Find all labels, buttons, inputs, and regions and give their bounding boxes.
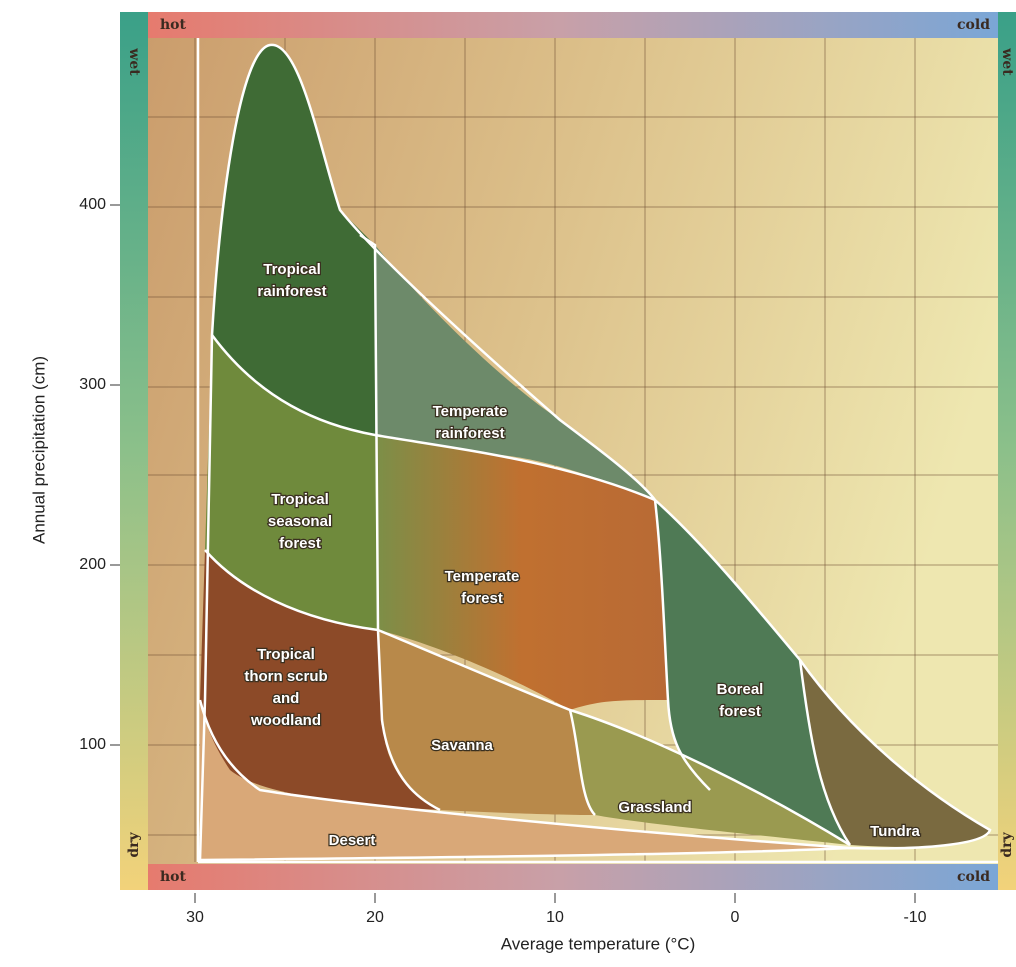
biome-label: Temperate [445, 568, 520, 585]
corner-label: cold [957, 17, 990, 33]
biome-label: rainforest [435, 425, 504, 442]
x-axis-label: Average temperature (°C) [501, 934, 696, 953]
temperature-bar-bottom [120, 864, 1000, 890]
x-tick-label: 30 [186, 909, 204, 926]
y-tick-label: 100 [79, 736, 106, 753]
corner-label: wet [126, 47, 142, 76]
biome-label: forest [719, 703, 761, 720]
biome-label: thorn scrub [244, 668, 327, 685]
y-tick-label: 300 [79, 376, 106, 393]
x-tick-label: 20 [366, 909, 384, 926]
biome-label: Boreal [717, 681, 764, 698]
y-tick-label: 400 [79, 196, 106, 213]
biome-label: Tundra [870, 823, 920, 840]
corner-label: wet [999, 47, 1015, 76]
biome-label: forest [461, 590, 503, 607]
y-tick-label: 200 [79, 556, 106, 573]
biome-label: woodland [250, 712, 321, 729]
biome-label: and [273, 690, 300, 707]
biome-regions [200, 44, 990, 860]
corner-label: hot [160, 869, 187, 885]
corner-label: hot [160, 17, 187, 33]
temperature-bar-top [120, 12, 1000, 38]
biome-label: Desert [329, 832, 376, 849]
biome-label: Tropical [271, 491, 329, 508]
x-tick-label: -10 [903, 909, 926, 926]
biome-label: Grassland [618, 799, 691, 816]
biome-borders [196, 38, 998, 864]
x-tick-label: 10 [546, 909, 564, 926]
y-axis-label: Annual precipitation (cm) [29, 356, 48, 544]
biome-label: forest [279, 535, 321, 552]
biome-label: seasonal [268, 513, 332, 530]
biome-label: Savanna [431, 737, 493, 754]
moisture-bar-left [120, 12, 148, 890]
corner-label: dry [999, 831, 1015, 857]
corner-label: dry [126, 831, 142, 857]
x-tick-label: 0 [731, 909, 740, 926]
biome-label: Tropical [263, 261, 321, 278]
biome-label: rainforest [257, 283, 326, 300]
moisture-bar-right [998, 12, 1016, 890]
biome-label: Temperate [433, 403, 508, 420]
biome-label: Tropical [257, 646, 315, 663]
corner-label: cold [957, 869, 990, 885]
